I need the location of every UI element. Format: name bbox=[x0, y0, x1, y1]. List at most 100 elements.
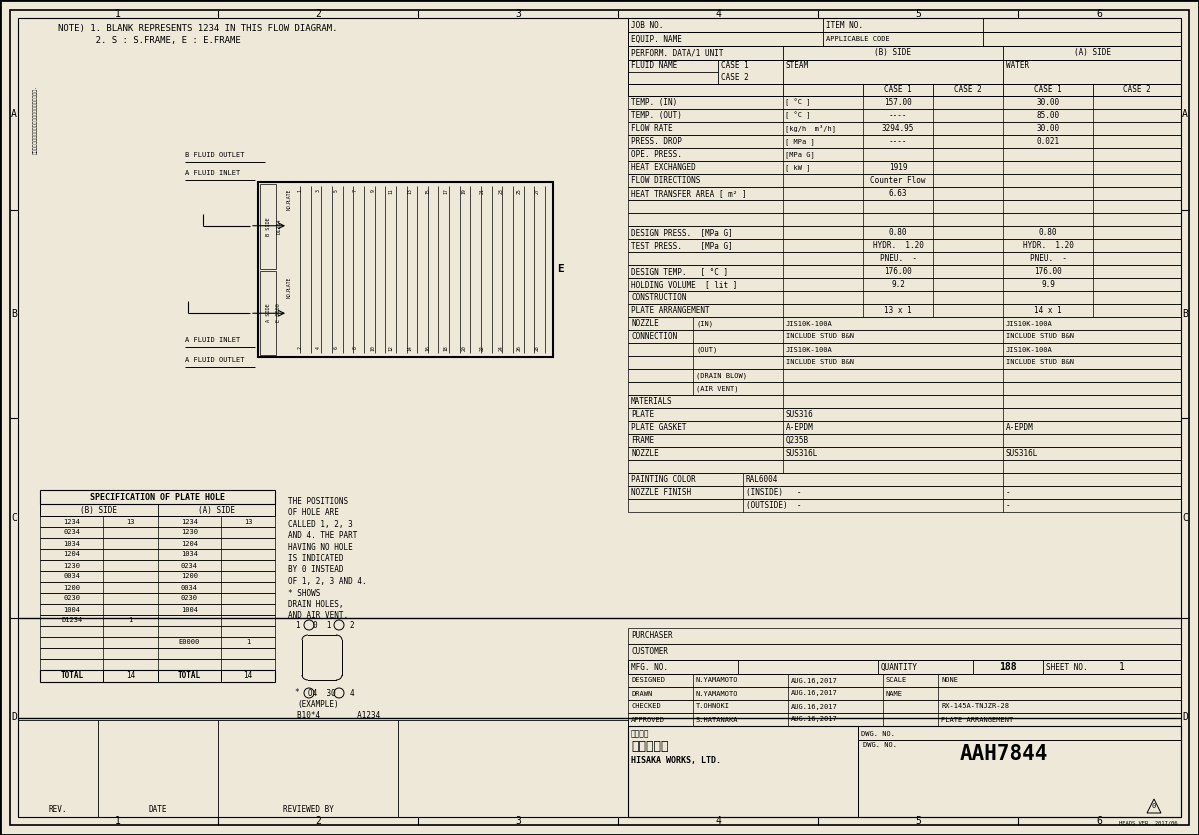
Bar bbox=[628, 486, 1181, 499]
Bar bbox=[628, 408, 1181, 421]
Text: 0: 0 bbox=[1152, 803, 1156, 809]
Text: 8: 8 bbox=[353, 347, 357, 349]
Text: A FLUID INLET: A FLUID INLET bbox=[185, 337, 240, 343]
Text: B FLUID OUTLET: B FLUID OUTLET bbox=[185, 152, 245, 158]
Text: DRAWN: DRAWN bbox=[631, 691, 652, 696]
Text: A-EPDM: A-EPDM bbox=[787, 423, 814, 432]
Text: CALLED 1, 2, 3: CALLED 1, 2, 3 bbox=[288, 519, 353, 529]
Text: D1234: D1234 bbox=[61, 618, 83, 624]
Text: 15: 15 bbox=[426, 188, 430, 194]
Text: 9: 9 bbox=[370, 190, 375, 192]
Text: CONSTRUCTION: CONSTRUCTION bbox=[631, 293, 687, 302]
Bar bbox=[18, 720, 628, 817]
Bar bbox=[40, 626, 275, 637]
Text: INCLUDE STUD B&N: INCLUDE STUD B&N bbox=[787, 333, 854, 340]
Text: PNEU.  -: PNEU. - bbox=[1030, 254, 1066, 263]
Text: S.HATANAKA: S.HATANAKA bbox=[695, 716, 739, 722]
Text: 10: 10 bbox=[370, 345, 375, 351]
Text: 22: 22 bbox=[480, 345, 486, 351]
Text: 85.00: 85.00 bbox=[1036, 111, 1060, 120]
Text: 0034: 0034 bbox=[181, 584, 198, 590]
Text: MATERIALS: MATERIALS bbox=[631, 397, 673, 406]
Text: [ MPa ]: [ MPa ] bbox=[785, 138, 815, 145]
Bar bbox=[628, 96, 1181, 109]
Text: 1230: 1230 bbox=[64, 563, 80, 569]
Text: [ kW ]: [ kW ] bbox=[785, 164, 811, 171]
Bar bbox=[628, 700, 1181, 713]
Text: 176.00: 176.00 bbox=[1034, 267, 1062, 276]
Text: 5: 5 bbox=[915, 816, 921, 826]
Text: 0.80: 0.80 bbox=[1038, 228, 1058, 237]
Text: 6: 6 bbox=[335, 347, 339, 349]
Text: PERFORM. DATA/1 UNIT: PERFORM. DATA/1 UNIT bbox=[631, 48, 723, 58]
Text: HEAT EXCHANGED: HEAT EXCHANGED bbox=[631, 163, 695, 172]
Text: CASE 2: CASE 2 bbox=[954, 85, 982, 94]
Bar bbox=[40, 549, 275, 560]
Text: SPECIFICATION OF PLATE HOLE: SPECIFICATION OF PLATE HOLE bbox=[90, 493, 225, 502]
Text: C: C bbox=[11, 513, 17, 523]
Bar bbox=[628, 226, 1181, 239]
Text: 1: 1 bbox=[115, 9, 121, 19]
Bar bbox=[40, 571, 275, 582]
Text: B10*4        A1234: B10*4 A1234 bbox=[297, 711, 380, 721]
Text: 1: 1 bbox=[297, 190, 302, 192]
Bar bbox=[628, 161, 1181, 174]
Bar bbox=[40, 615, 275, 626]
Text: INCLUDE STUD B&N: INCLUDE STUD B&N bbox=[1006, 360, 1074, 366]
Bar bbox=[628, 674, 1181, 687]
Text: PURCHASER: PURCHASER bbox=[631, 631, 673, 640]
Text: 14: 14 bbox=[243, 671, 253, 680]
Bar bbox=[40, 538, 275, 549]
Text: (INSIDE)   -: (INSIDE) - bbox=[746, 488, 801, 497]
Text: 1204: 1204 bbox=[181, 540, 198, 546]
Text: SUS316L: SUS316L bbox=[787, 449, 819, 458]
Text: 1034: 1034 bbox=[181, 551, 198, 558]
Text: DRAIN HOLES,: DRAIN HOLES, bbox=[288, 600, 343, 609]
Text: *: * bbox=[295, 689, 300, 697]
Text: 1: 1 bbox=[295, 620, 300, 630]
Text: RAL6004: RAL6004 bbox=[746, 475, 778, 484]
Bar bbox=[40, 504, 275, 516]
Text: 14: 14 bbox=[408, 345, 412, 351]
Text: 6.63: 6.63 bbox=[888, 189, 908, 198]
Text: HEADS VER. 2017/06: HEADS VER. 2017/06 bbox=[1119, 821, 1177, 826]
Text: NO.: NO. bbox=[287, 202, 291, 210]
Bar bbox=[628, 369, 1181, 382]
Text: 13: 13 bbox=[126, 519, 134, 524]
Text: AND AIR VENT.: AND AIR VENT. bbox=[288, 611, 348, 620]
Text: (A) SIDE: (A) SIDE bbox=[198, 505, 235, 514]
Text: AUG.16,2017: AUG.16,2017 bbox=[791, 677, 838, 684]
Text: HISAKA WORKS, LTD.: HISAKA WORKS, LTD. bbox=[631, 756, 721, 765]
Bar bbox=[628, 356, 1181, 369]
Text: 9.2: 9.2 bbox=[891, 280, 905, 289]
Bar bbox=[628, 447, 1181, 460]
Text: FLUID NAME: FLUID NAME bbox=[631, 62, 677, 70]
Text: A-EPDM: A-EPDM bbox=[1006, 423, 1034, 432]
Text: (OUTSIDE)  -: (OUTSIDE) - bbox=[746, 501, 801, 510]
Text: 27: 27 bbox=[535, 188, 540, 194]
Text: WATER: WATER bbox=[1006, 62, 1029, 70]
Text: CASE 1: CASE 1 bbox=[884, 85, 912, 94]
Text: B: B bbox=[11, 309, 17, 319]
Text: APPLICABLE CODE: APPLICABLE CODE bbox=[826, 36, 890, 42]
Text: [kg/h  m³/h]: [kg/h m³/h] bbox=[785, 124, 836, 133]
Text: A: A bbox=[11, 109, 17, 119]
Bar bbox=[40, 648, 275, 659]
Text: -: - bbox=[1006, 488, 1011, 497]
Text: Q235B: Q235B bbox=[787, 436, 809, 445]
Text: TOTAL: TOTAL bbox=[60, 671, 83, 680]
Text: 1200: 1200 bbox=[181, 574, 198, 579]
Text: DESIGNED: DESIGNED bbox=[631, 677, 665, 684]
Bar bbox=[628, 265, 1181, 278]
Text: TEMP. (OUT): TEMP. (OUT) bbox=[631, 111, 682, 120]
Text: (A) SIDE: (A) SIDE bbox=[1073, 48, 1110, 58]
Text: PLATE: PLATE bbox=[287, 189, 291, 203]
Text: [ °C ]: [ °C ] bbox=[785, 112, 811, 119]
Text: DATE: DATE bbox=[149, 804, 167, 813]
Text: 1234: 1234 bbox=[181, 519, 198, 524]
Text: FLOW DIRECTIONS: FLOW DIRECTIONS bbox=[631, 176, 700, 185]
Bar bbox=[40, 637, 275, 648]
Text: (AIR VENT): (AIR VENT) bbox=[695, 385, 739, 392]
Bar bbox=[628, 421, 1181, 434]
Text: (OUT): (OUT) bbox=[695, 347, 717, 352]
